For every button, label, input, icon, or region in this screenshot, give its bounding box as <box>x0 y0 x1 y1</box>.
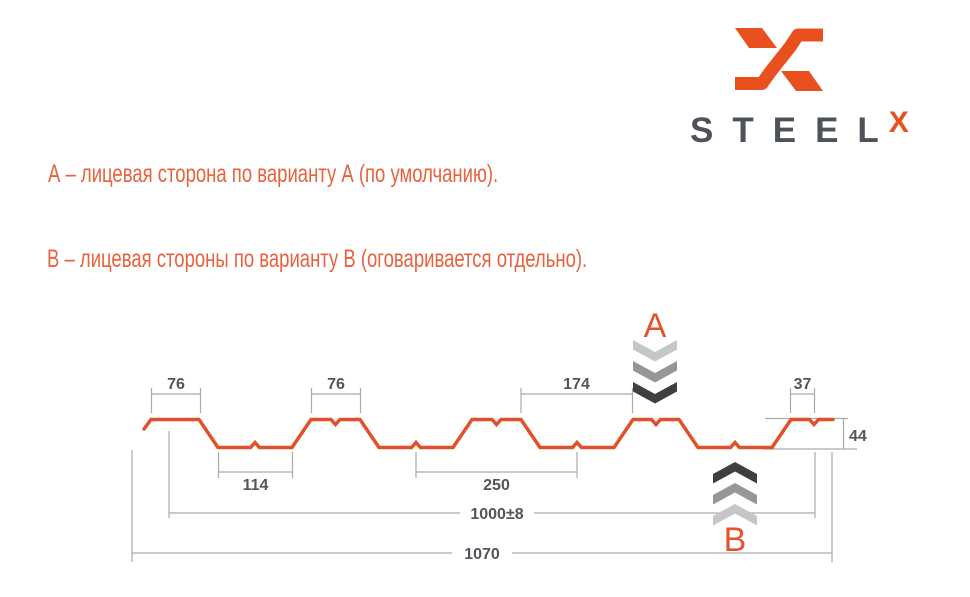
marker-b: B <box>713 462 757 559</box>
note-variant-b: В – лицевая стороны по варианту В (огова… <box>47 245 777 273</box>
dim-edge-rib-value: 37 <box>794 376 812 393</box>
steelx-logo-icon <box>735 28 823 91</box>
dim-rib1-lines <box>150 388 202 413</box>
dim-overall-width-lines <box>131 450 833 562</box>
dim-height-value: 44 <box>849 428 867 445</box>
dim-rib1-value: 76 <box>167 376 185 393</box>
dim-height-lines <box>763 417 857 450</box>
dim-valley-opening-value: 174 <box>563 376 590 393</box>
dim-pitch: 250 <box>415 452 578 494</box>
brand-name-text: STEEL <box>690 111 898 150</box>
dim-pitch-lines <box>415 452 578 478</box>
marker-a: A <box>633 307 677 404</box>
dim-valley-opening: 174 <box>520 376 634 413</box>
dim-valley-opening-lines <box>520 388 634 413</box>
note-variant-a-text: А – лицевая сторона по варианту А (по ум… <box>48 160 499 188</box>
note-variant-b-text: В – лицевая стороны по варианту В (огова… <box>47 245 588 273</box>
dim-overall-width: 1070 <box>131 450 833 563</box>
dim-rib1: 76 <box>150 376 202 413</box>
dim-cover-width-lines <box>168 431 816 518</box>
brand-wordmark: STEELX <box>690 104 909 157</box>
profile-outline <box>142 417 835 450</box>
dim-overall-width-value: 1070 <box>464 546 500 563</box>
a-down-chevron-icon-1 <box>633 340 677 362</box>
b-up-chevron-icon-3 <box>713 504 757 526</box>
dim-pitch-value: 250 <box>483 477 510 494</box>
marker-b-label: B <box>724 521 747 559</box>
dim-cover-width-value: 1000±8 <box>470 506 523 523</box>
dim-cover-width: 1000±8 <box>168 431 816 523</box>
dim-rib2-lines <box>310 388 362 413</box>
b-up-chevron-icon-1 <box>713 462 757 484</box>
b-up-chevron-icon-2 <box>713 483 757 505</box>
logo: STEELX <box>683 0 923 150</box>
brand-x-superscript: X <box>888 106 909 139</box>
logo-arm-bottom-right <box>781 71 823 91</box>
logo-arm-top-left <box>735 28 777 48</box>
note-variant-a: А – лицевая сторона по варианту А (по ум… <box>48 160 656 188</box>
dim-edge-rib: 37 <box>789 376 816 413</box>
dim-rib2: 76 <box>310 376 362 413</box>
dim-edge-rib-lines <box>789 388 816 413</box>
dim-valley-bottom: 114 <box>217 452 294 494</box>
dim-valley-bottom-value: 114 <box>243 477 269 494</box>
logo-s-stroke <box>735 28 823 90</box>
a-down-chevron-icon-2 <box>633 361 677 383</box>
a-down-chevron-icon-3 <box>633 382 677 404</box>
marker-a-label: A <box>644 307 667 345</box>
dim-valley-bottom-lines <box>217 452 294 478</box>
dim-rib2-value: 76 <box>327 376 345 393</box>
